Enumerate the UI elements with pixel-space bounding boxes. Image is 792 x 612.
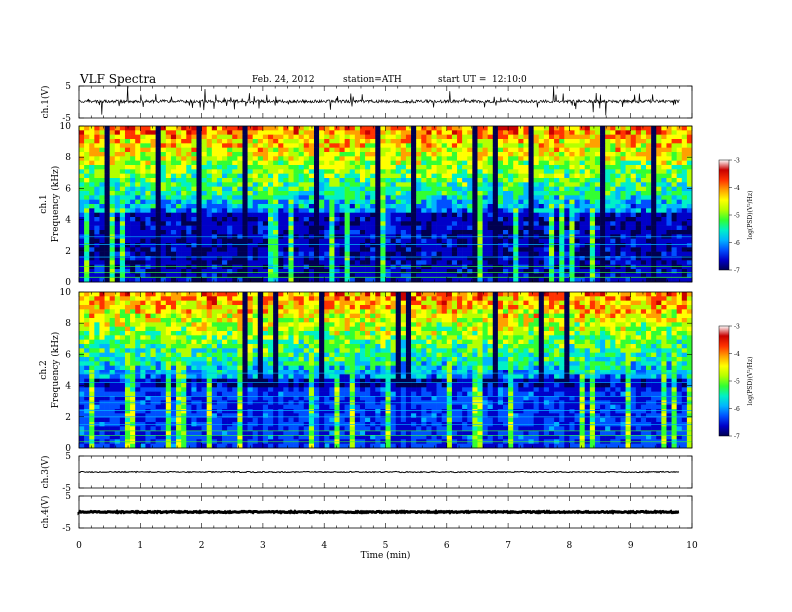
ch1-spectrogram-ytick-label: 10 [60, 122, 72, 132]
ch2-spectrogram-ylabel: Frequency (kHz) [50, 332, 61, 409]
x-tick-label: 1 [137, 541, 143, 551]
x-tick-label: 5 [383, 541, 389, 551]
x-tick-label: 8 [567, 541, 573, 551]
ch1-spectrogram-ytick-label: 4 [65, 216, 71, 226]
ch2-spectrogram-heatmap [79, 292, 693, 449]
ch2-spectrogram-colorbar-label: log(PSD)(V²/Hz) [747, 357, 754, 406]
x-tick-label: 7 [505, 541, 511, 551]
date-label: Feb. 24, 2012 [252, 75, 315, 85]
ch1-spectrogram-colorbar-tick: -4 [734, 185, 740, 192]
ch1-waveform-x-ticks [78, 86, 693, 118]
ch1-spectrogram-colorbar [718, 159, 730, 271]
x-tick-label: 9 [628, 541, 634, 551]
x-axis-label: Time (min) [361, 550, 411, 561]
ch4-waveform-series-line [77, 509, 680, 516]
ch2-spectrogram-channel-label: ch.2 [39, 360, 49, 379]
ch4-waveform-ytick-label: -5 [62, 524, 71, 534]
ch2-spectrogram-colorbar-tick: -3 [734, 324, 740, 331]
ch2-spectrogram-x-ticks [78, 292, 693, 448]
ch3-waveform-ylabel: ch.3(V) [40, 456, 51, 489]
ch1-spectrogram-ylabel: Frequency (kHz) [50, 166, 61, 243]
ch2-spectrogram-ytick-label: 2 [65, 413, 71, 423]
x-tick-label: 6 [444, 541, 450, 551]
ch1-waveform-series-line [78, 85, 680, 116]
x-tick-label: 3 [260, 541, 266, 551]
start-ut-value: 12:10:0 [492, 75, 527, 85]
x-tick-label: 10 [686, 541, 698, 551]
ch2-spectrogram-ytick-label: 0 [65, 444, 71, 454]
ch2-spectrogram-colorbar [718, 325, 730, 437]
ch2-spectrogram-colorbar-tick: -6 [734, 406, 740, 413]
ch4-waveform-x-ticks [78, 496, 693, 528]
x-tick-label: 0 [76, 541, 82, 551]
ch3-waveform-ytick-label: 5 [65, 452, 71, 462]
ch1-waveform-ytick-label: 5 [65, 82, 71, 92]
ch1-spectrogram-ytick-label: 2 [65, 247, 71, 257]
ch1-spectrogram-colorbar-tick: -5 [734, 213, 740, 220]
ch1-spectrogram-ytick-label: 8 [65, 153, 71, 163]
ch1-spectrogram-colorbar-tick: -3 [734, 158, 740, 165]
ch3-waveform-ytick-label: -5 [62, 484, 71, 494]
ch4-waveform-ylabel: ch.4(V) [40, 496, 51, 529]
start-ut-label: start UT = [438, 75, 487, 85]
ch1-spectrogram-channel-label: ch.1 [39, 194, 49, 213]
ch3-waveform-series-line [78, 470, 680, 474]
ch1-waveform-ytick-label: -5 [62, 114, 71, 124]
ch1-spectrogram-heatmap [79, 126, 693, 283]
ch1-spectrogram-ytick-label: 6 [65, 184, 71, 194]
ch2-spectrogram-ytick-label: 10 [60, 288, 72, 298]
ch1-spectrogram-ytick-label: 0 [65, 278, 71, 288]
ch2-spectrogram-colorbar-tick: -5 [734, 379, 740, 386]
ch1-waveform-ylabel: ch.1(V) [40, 86, 51, 119]
x-tick-label: 4 [321, 541, 327, 551]
station-label: station=ATH [343, 75, 402, 85]
ch1-spectrogram-colorbar-tick: -7 [734, 268, 740, 275]
ch1-spectrogram-x-ticks [78, 126, 693, 282]
ch3-waveform-x-ticks [78, 456, 693, 488]
ch1-spectrogram-colorbar-label: log(PSD)(V²/Hz) [747, 191, 754, 240]
ch1-spectrogram-colorbar-tick: -6 [734, 240, 740, 247]
ch2-spectrogram-ytick-label: 8 [65, 319, 71, 329]
x-tick-label: 2 [199, 541, 205, 551]
chart-title: VLF Spectra [80, 72, 157, 86]
ch4-waveform-ytick-label: 5 [65, 492, 71, 502]
ch2-spectrogram-ytick-label: 4 [65, 382, 71, 392]
ch2-spectrogram-colorbar-tick: -7 [734, 434, 740, 441]
ch2-spectrogram-ytick-label: 6 [65, 350, 71, 360]
ch2-spectrogram-colorbar-tick: -4 [734, 351, 740, 358]
